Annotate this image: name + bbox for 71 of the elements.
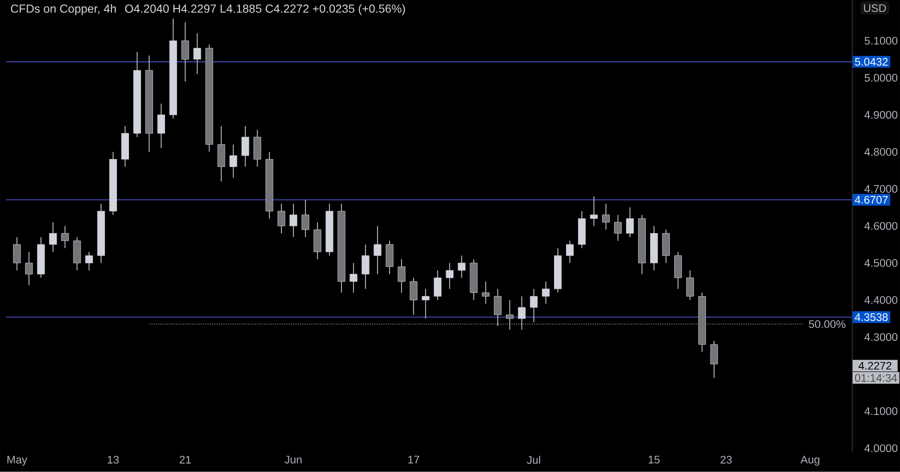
candlestick — [710, 340, 718, 378]
candlestick — [458, 255, 466, 278]
candlestick — [13, 236, 21, 271]
y-tick-label: 4.8000 — [864, 148, 898, 156]
candlestick — [494, 288, 502, 326]
candlestick — [434, 270, 442, 301]
candlestick — [398, 258, 406, 294]
y-tick-label: 4.1000 — [864, 407, 898, 416]
candlestick — [662, 229, 670, 264]
candlestick — [566, 240, 574, 264]
ref-line-label: 4.6707 — [854, 196, 888, 204]
candlestick — [686, 270, 694, 301]
x-tick-label: 15 — [648, 456, 660, 464]
candlestick — [85, 252, 93, 271]
candlestick — [482, 281, 490, 304]
candlestick — [602, 203, 610, 230]
y-tick-label: 5.1000 — [864, 36, 898, 45]
candlestick — [302, 200, 310, 238]
candlestick — [542, 281, 550, 304]
y-axis-title: USD — [864, 4, 886, 12]
candlestick — [506, 300, 514, 330]
ref-line-label: 4.3538 — [854, 313, 888, 322]
candlestick — [254, 129, 262, 168]
x-tick-label: Jun — [284, 456, 302, 464]
text: 4.2272 — [858, 362, 892, 370]
candlestick — [229, 144, 238, 178]
y-tick-label: 4.5000 — [864, 259, 898, 267]
candlestick — [73, 236, 81, 271]
x-tick-label: 23 — [720, 456, 732, 464]
candlestick — [157, 103, 165, 149]
chart-subtitle: O4.2040 H4.2297 L4.1885 C4.2272 +0.0235 (+0.56%) — [125, 4, 405, 16]
x-tick-label: Aug — [800, 456, 820, 466]
candlestick — [362, 244, 370, 290]
candlestick — [626, 207, 634, 238]
annotation: 50.00% — [808, 320, 846, 328]
candlestick — [374, 226, 382, 275]
candlestick — [242, 126, 250, 168]
candlestick — [410, 278, 418, 316]
x-tick-label: Jul — [526, 456, 540, 464]
candlestick — [61, 226, 69, 249]
x-tick-label: 21 — [180, 456, 191, 464]
x-tick-label: May — [7, 456, 28, 466]
x-tick-label: 17 — [408, 456, 420, 464]
candlestick — [530, 288, 538, 323]
x-tick-label: 13 — [108, 456, 119, 464]
candlestick — [674, 252, 682, 290]
y-tick-label: 4.7000 — [864, 185, 898, 193]
y-tick-label: 4.3000 — [864, 333, 898, 342]
y-tick-label: 4.9000 — [864, 111, 898, 119]
ref-line-label: 5.0432 — [855, 58, 888, 66]
candlestick — [518, 296, 526, 330]
candlestick — [590, 196, 598, 226]
candlestick — [614, 214, 622, 242]
candlestick — [217, 126, 226, 182]
candlestick — [350, 262, 358, 294]
y-tick-label: 5.0000 — [864, 74, 898, 82]
y-tick-label: 4.0000 — [864, 444, 898, 452]
candlestick — [422, 288, 430, 320]
candlestick — [49, 222, 57, 252]
candlestick — [25, 252, 33, 286]
text: 01:14:34 — [855, 374, 898, 382]
candlestick — [386, 240, 394, 275]
candlestick — [314, 222, 322, 260]
candlestick — [446, 262, 454, 290]
candlestick — [193, 33, 202, 75]
chart-title: CFDs on Copper, 4h — [10, 4, 116, 16]
candlestick — [290, 203, 298, 238]
candlestick — [278, 203, 286, 234]
y-tick-label: 4.6000 — [864, 222, 898, 230]
y-tick-label: 4.4000 — [864, 296, 898, 304]
candlestick — [181, 22, 190, 82]
